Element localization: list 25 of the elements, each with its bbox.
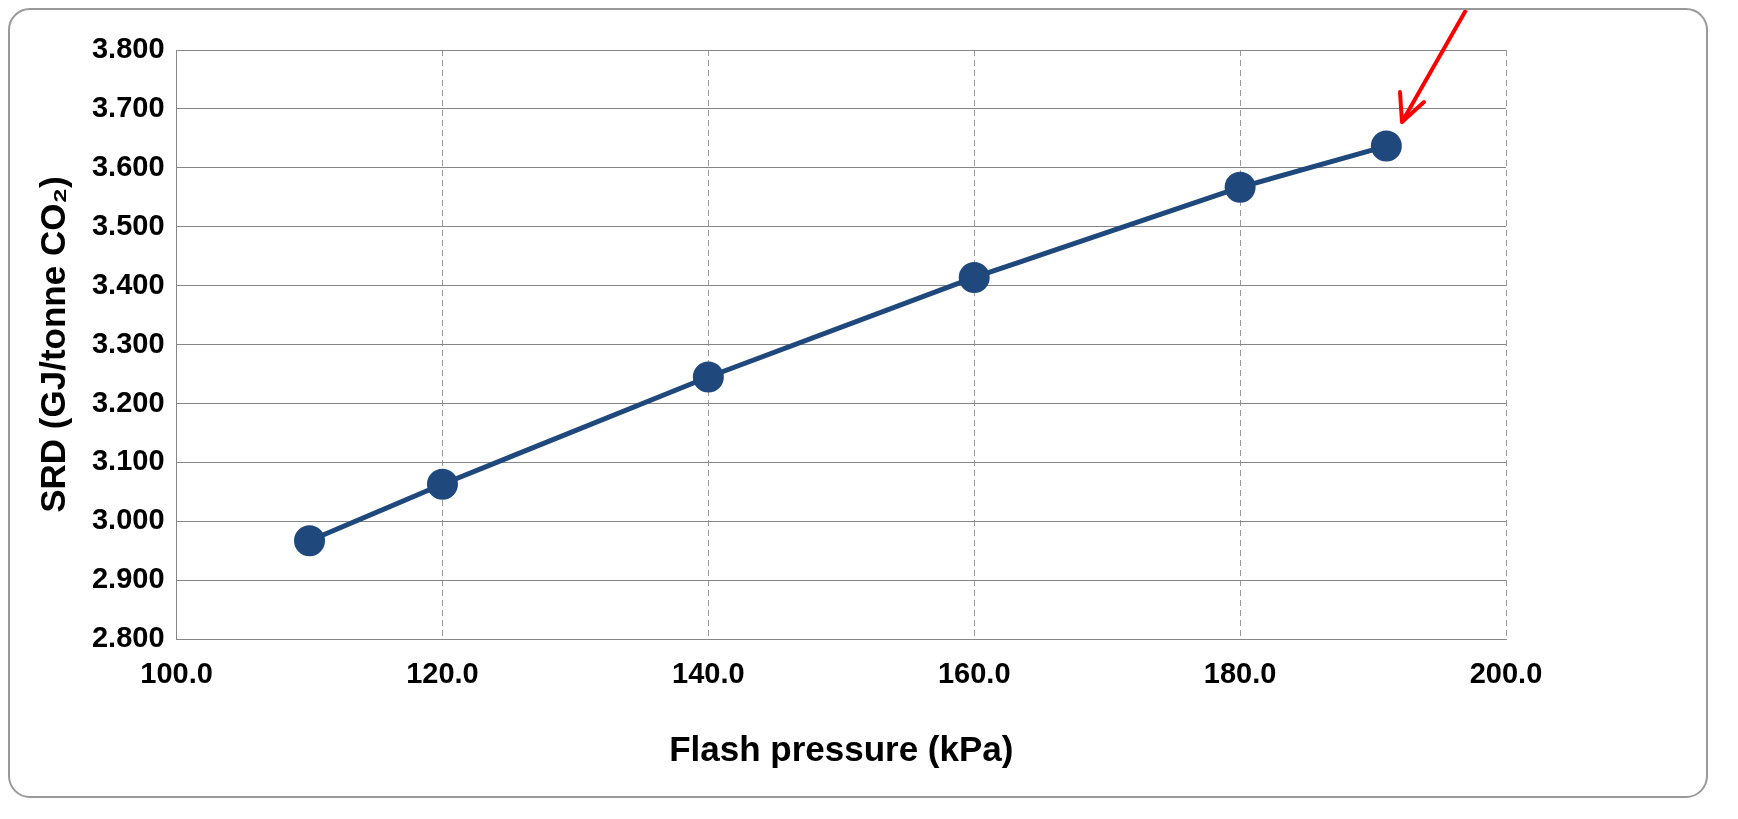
- y-tick-label: 3.000: [91, 503, 165, 536]
- x-tick-label: 100.0: [140, 656, 213, 689]
- x-axis-title: Flash pressure (kPa): [669, 728, 1014, 768]
- point: [426, 468, 458, 500]
- x-tick-label: 200.0: [1469, 656, 1543, 689]
- x-tick-label: 160.0: [937, 656, 1011, 689]
- y-tick-label: 2.800: [91, 621, 165, 654]
- y-axis-title: SRD (GJ/tonne CO₂): [32, 176, 72, 513]
- x-tick-label: 180.0: [1203, 656, 1277, 689]
- y-tick-label: 3.600: [91, 149, 165, 182]
- y-tick-label: 3.800: [91, 32, 165, 64]
- point: [294, 525, 326, 557]
- point: [692, 361, 724, 393]
- y-tick-label: 3.300: [91, 326, 165, 359]
- x-tick-label: 140.0: [672, 656, 745, 689]
- point: [1224, 171, 1256, 203]
- y-tick-label: 3.100: [91, 444, 165, 477]
- y-tick-label: 3.700: [91, 90, 165, 123]
- y-tick-label: 3.500: [91, 208, 165, 241]
- x-tick-label: 120.0: [406, 656, 479, 689]
- point: [958, 261, 990, 293]
- y-tick-label: 3.400: [91, 267, 165, 300]
- y-tick-label: 2.900: [91, 562, 165, 595]
- y-tick-label: 3.200: [91, 385, 165, 418]
- point: [1370, 130, 1402, 162]
